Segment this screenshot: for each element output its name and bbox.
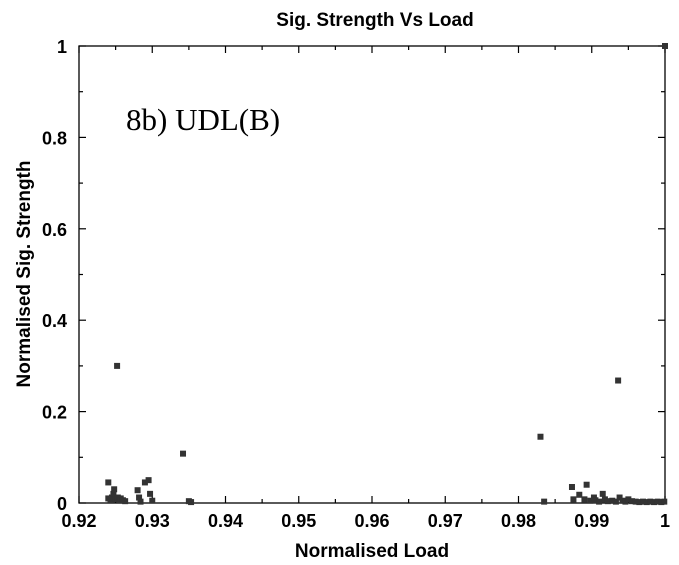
data-point <box>110 490 117 497</box>
x-tick-label: 0.97 <box>428 511 463 531</box>
data-point <box>604 498 611 505</box>
data-point <box>654 498 661 505</box>
data-point <box>581 496 588 503</box>
data-point <box>147 490 154 497</box>
data-point <box>149 497 156 504</box>
data-point <box>114 362 121 369</box>
data-point <box>537 433 544 440</box>
data-point <box>592 497 599 504</box>
y-tick-label: 0.4 <box>42 311 67 331</box>
data-point <box>629 498 636 505</box>
data-point <box>568 484 575 491</box>
data-point <box>583 481 590 488</box>
data-point <box>107 497 114 504</box>
data-point <box>570 496 577 503</box>
y-tick-label: 0.8 <box>42 128 67 148</box>
data-point <box>180 450 187 457</box>
data-point <box>640 498 647 505</box>
x-tick-label: 0.96 <box>354 511 389 531</box>
x-tick-label: 0.94 <box>208 511 243 531</box>
x-tick-label: 0.98 <box>501 511 536 531</box>
axis-tick-labels: 0.92 0.93 0.94 0.95 0.96 0.97 0.98 0.99 1 0 0.2 0.4… <box>42 37 670 531</box>
data-point <box>108 494 115 501</box>
data-point <box>541 498 548 505</box>
data-point <box>122 498 129 505</box>
y-tick-label: 0.2 <box>42 403 67 423</box>
data-point <box>188 499 195 506</box>
data-point <box>661 498 668 505</box>
x-tick-label: 0.95 <box>281 511 316 531</box>
y-axis-label: Normalised Sig. Strength <box>14 161 35 388</box>
data-point <box>636 499 643 506</box>
chart-title: Sig. Strength Vs Load <box>276 10 473 31</box>
data-point <box>105 479 112 486</box>
data-points <box>105 43 668 506</box>
x-tick-label: 0.92 <box>61 511 96 531</box>
data-point <box>137 498 144 505</box>
data-point <box>111 486 118 493</box>
y-tick-label: 0 <box>57 494 67 514</box>
data-point <box>625 496 632 503</box>
y-tick-label: 1 <box>57 37 67 57</box>
data-point <box>587 497 594 504</box>
data-point <box>136 494 143 501</box>
axis-ticks <box>78 45 666 504</box>
data-point <box>616 494 623 501</box>
x-axis-label: Normalised Load <box>295 541 449 562</box>
y-tick-label: 0.6 <box>42 220 67 240</box>
data-point <box>647 498 654 505</box>
data-point <box>662 43 668 49</box>
data-point <box>612 498 619 505</box>
data-point <box>632 498 639 505</box>
plot-annotation: 8b) UDL(B) <box>126 102 280 137</box>
data-point <box>576 491 583 498</box>
data-point <box>599 490 606 497</box>
data-point <box>643 499 650 506</box>
data-point <box>615 377 622 384</box>
x-tick-label: 0.93 <box>135 511 170 531</box>
x-tick-label: 0.99 <box>574 511 609 531</box>
data-point <box>651 499 658 506</box>
data-point <box>609 497 616 504</box>
data-point <box>141 479 148 486</box>
data-point <box>145 477 152 484</box>
x-tick-label: 1 <box>660 511 670 531</box>
data-point <box>134 487 141 494</box>
data-point <box>596 498 603 505</box>
